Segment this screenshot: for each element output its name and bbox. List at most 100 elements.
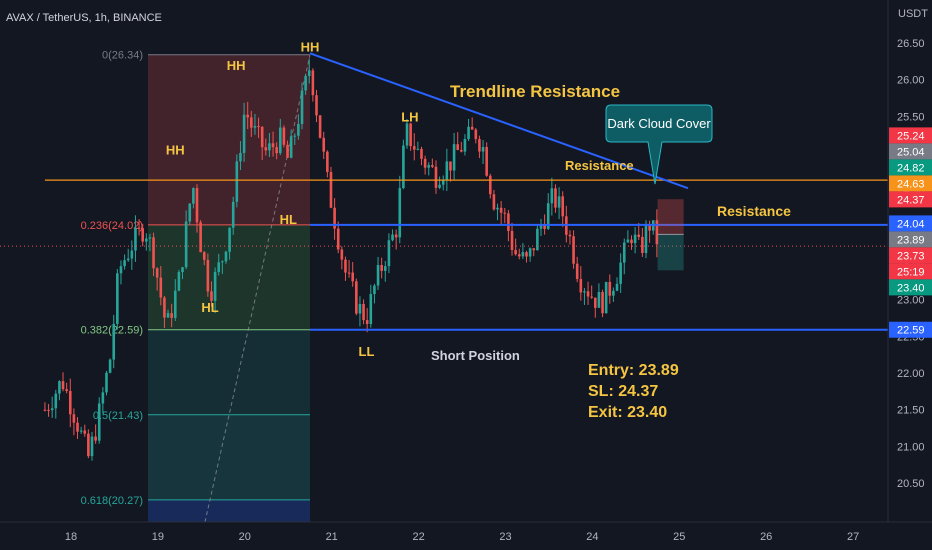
candle[interactable] — [231, 196, 235, 235]
candle[interactable] — [438, 176, 441, 190]
candle[interactable] — [58, 380, 61, 401]
candle[interactable] — [351, 262, 355, 287]
candle[interactable] — [235, 154, 239, 208]
candle[interactable] — [630, 235, 633, 250]
candle[interactable] — [177, 269, 181, 292]
candle[interactable] — [387, 233, 391, 274]
candle[interactable] — [242, 102, 246, 162]
candle[interactable] — [148, 233, 152, 252]
candle[interactable] — [137, 219, 141, 236]
candle[interactable] — [170, 303, 173, 328]
candle[interactable] — [521, 242, 525, 260]
candle[interactable] — [300, 82, 304, 130]
candle[interactable] — [358, 296, 362, 327]
candle[interactable] — [604, 281, 608, 314]
candle[interactable] — [87, 429, 90, 459]
candle[interactable] — [43, 402, 47, 412]
candle[interactable] — [492, 189, 496, 211]
candle[interactable] — [622, 238, 626, 275]
candle[interactable] — [336, 221, 340, 254]
candle[interactable] — [380, 257, 383, 279]
candle[interactable] — [213, 267, 217, 314]
candle[interactable] — [612, 287, 615, 302]
candle[interactable] — [47, 404, 50, 417]
candle[interactable] — [510, 222, 514, 256]
candle[interactable] — [344, 256, 347, 281]
candle[interactable] — [116, 269, 119, 330]
candle[interactable] — [275, 142, 278, 160]
candle[interactable] — [478, 135, 481, 159]
candle[interactable] — [644, 220, 648, 259]
candle[interactable] — [347, 260, 351, 278]
candle[interactable] — [141, 223, 144, 247]
candle[interactable] — [532, 248, 536, 257]
candle[interactable] — [412, 133, 416, 161]
candle[interactable] — [159, 266, 163, 306]
candle[interactable] — [166, 309, 170, 318]
candle[interactable] — [474, 127, 478, 144]
candle[interactable] — [307, 58, 311, 84]
candle[interactable] — [181, 266, 184, 280]
candle[interactable] — [369, 284, 373, 328]
candle[interactable] — [362, 299, 365, 325]
candle[interactable] — [68, 378, 72, 428]
candle[interactable] — [365, 307, 369, 333]
candle[interactable] — [264, 138, 268, 156]
candle[interactable] — [271, 131, 275, 157]
candle[interactable] — [431, 158, 434, 169]
candle[interactable] — [373, 283, 376, 304]
candle[interactable] — [329, 166, 333, 209]
candle[interactable] — [416, 141, 420, 151]
candle[interactable] — [402, 139, 405, 190]
candle[interactable] — [173, 279, 177, 321]
candle[interactable] — [90, 431, 94, 461]
candle[interactable] — [108, 358, 112, 374]
candle[interactable] — [488, 173, 492, 199]
candle[interactable] — [398, 175, 402, 244]
candle[interactable] — [376, 256, 380, 290]
candle[interactable] — [449, 161, 452, 182]
candle[interactable] — [145, 233, 148, 251]
candle[interactable] — [539, 218, 543, 236]
stop-loss-zone[interactable] — [657, 199, 684, 235]
candle[interactable] — [239, 141, 242, 171]
candle[interactable] — [152, 232, 155, 277]
candle[interactable] — [427, 162, 431, 176]
candle[interactable] — [304, 73, 307, 95]
candle[interactable] — [517, 248, 521, 260]
trendline[interactable] — [309, 52, 689, 190]
candle[interactable] — [76, 417, 79, 439]
candle[interactable] — [470, 117, 474, 130]
candle[interactable] — [499, 200, 503, 225]
candle[interactable] — [423, 155, 427, 175]
candle[interactable] — [340, 246, 344, 270]
candle[interactable] — [246, 101, 249, 130]
candle[interactable] — [221, 260, 224, 274]
candle[interactable] — [608, 274, 612, 304]
candle[interactable] — [503, 207, 507, 224]
candle[interactable] — [615, 277, 619, 292]
candle[interactable] — [467, 118, 470, 141]
candle[interactable] — [130, 240, 134, 270]
candle[interactable] — [202, 251, 206, 266]
candle[interactable] — [355, 278, 358, 316]
candle[interactable] — [445, 148, 449, 191]
candle[interactable] — [289, 129, 293, 159]
candle[interactable] — [65, 382, 68, 394]
candle[interactable] — [134, 215, 137, 262]
candle[interactable] — [50, 396, 54, 418]
candle[interactable] — [554, 184, 557, 213]
candle[interactable] — [163, 295, 166, 329]
candle[interactable] — [601, 289, 604, 318]
candle[interactable] — [441, 175, 445, 191]
candle[interactable] — [597, 283, 601, 308]
candle[interactable] — [481, 139, 485, 164]
candle[interactable] — [405, 118, 409, 149]
candle[interactable] — [557, 187, 561, 220]
candle[interactable] — [391, 229, 394, 242]
candle[interactable] — [112, 314, 116, 369]
candle[interactable] — [326, 150, 329, 178]
candle[interactable] — [105, 370, 108, 396]
candle[interactable] — [575, 256, 579, 283]
candle[interactable] — [278, 118, 282, 156]
